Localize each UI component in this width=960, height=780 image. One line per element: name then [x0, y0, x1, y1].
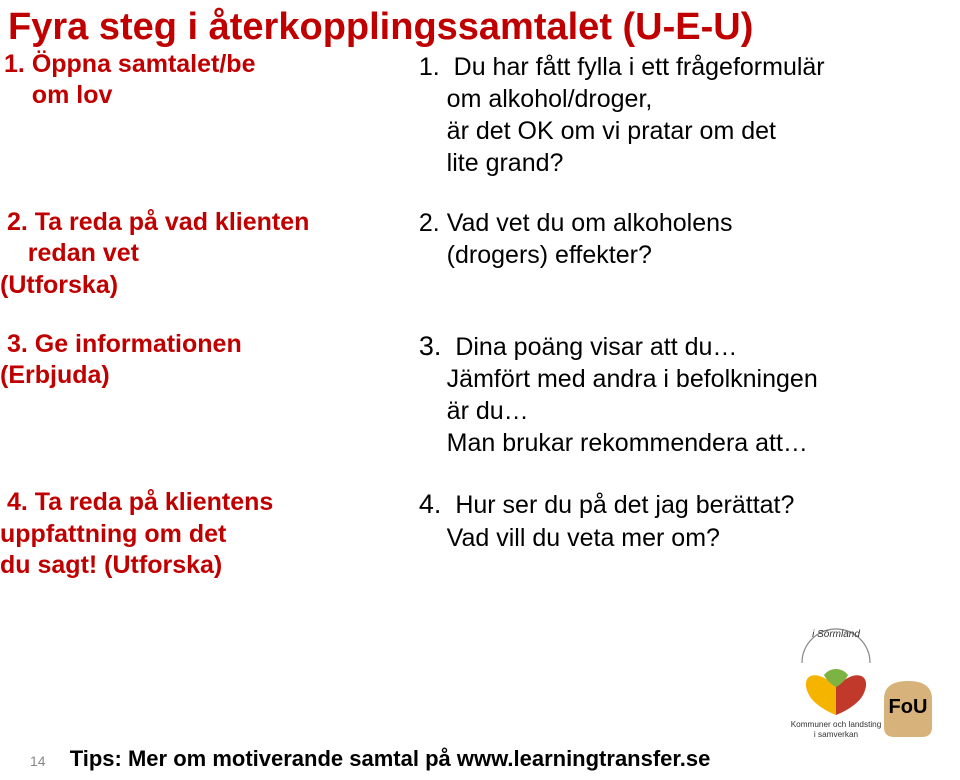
logo-region-text: i Sörmland [812, 629, 860, 640]
step-right-text-3a: Dina poäng visar att du… [455, 333, 737, 361]
step-right-num-2: 2. [419, 209, 440, 237]
step-left-text-3a: Ge informationen [35, 330, 242, 358]
step-left-tail-2: (Utforska) [0, 271, 118, 299]
step-left-text-4c: du sagt! (Utforska) [0, 551, 222, 579]
logo: i Sörmland Kommuner och landsting i samv… [772, 623, 942, 758]
step-left-num-4: 4. [7, 488, 28, 516]
logo-fou-text: FoU [889, 696, 928, 718]
step-right-text-4b: Vad vill du veta mer om? [447, 524, 720, 552]
step-left-text-4b: uppfattning om det [0, 520, 226, 548]
step-right-num-4: 4. [419, 489, 442, 519]
step-left-num-3: 3. [7, 330, 28, 358]
step-left-text-1a: Öppna samtalet/be [32, 50, 256, 78]
page-number: 14 [30, 753, 46, 769]
step-row-4: 4. Ta reda på klientens uppfattning om d… [0, 487, 952, 581]
page-title: Fyra steg i återkopplingssamtalet (U-E-U… [0, 0, 960, 49]
footer-tip: 14 Tips: Mer om motiverande samtal på ww… [30, 746, 710, 772]
step-right-text-2a: Vad vet du om alkoholens [447, 209, 733, 237]
logo-top-text: Kommuner och landsting [791, 720, 882, 729]
step-right-text-4a: Hur ser du på det jag berättat? [455, 491, 794, 519]
step-left-3: 3. Ge informationen (Erbjuda) [0, 329, 419, 460]
step-row-2: 2. Ta reda på vad klienten redan vet (Ut… [0, 207, 952, 301]
footer-tip-text: Tips: Mer om motiverande samtal på www.l… [70, 746, 711, 771]
step-right-3: 3. Dina poäng visar att du… Jämfört med … [419, 329, 952, 460]
step-left-1: 1. Öppna samtalet/be om lov [0, 49, 419, 179]
step-right-2: 2. Vad vet du om alkoholens (drogers) ef… [419, 207, 952, 301]
step-left-text-2b: redan vet [28, 239, 139, 267]
step-right-text-1a: Du har fått fylla i ett frågeformulär [454, 53, 825, 81]
step-right-text-3d: Man brukar rekommendera att… [447, 429, 808, 457]
step-left-2: 2. Ta reda på vad klienten redan vet (Ut… [0, 207, 419, 301]
step-left-text-2a: Ta reda på vad klienten [35, 208, 310, 236]
logo-bottom-text: i samverkan [814, 730, 859, 739]
step-right-num-3: 3. [419, 331, 442, 361]
step-left-num-2: 2. [7, 208, 28, 236]
step-right-1: 1. Du har fått fylla i ett frågeformulär… [419, 49, 952, 179]
step-left-4: 4. Ta reda på klientens uppfattning om d… [0, 487, 419, 581]
step-row-3: 3. Ge informationen (Erbjuda) 3. Dina po… [0, 329, 952, 460]
step-right-text-2b: (drogers) effekter? [447, 241, 652, 269]
step-left-text-1b: om lov [32, 81, 113, 109]
step-right-num-1: 1. [419, 53, 440, 81]
step-row-1: 1. Öppna samtalet/be om lov 1. Du har få… [0, 49, 952, 179]
step-left-tail-3: (Erbjuda) [0, 361, 110, 389]
sormland-logo-icon: i Sörmland Kommuner och landsting i samv… [772, 623, 942, 753]
step-right-text-3c: är du… [447, 397, 529, 425]
step-left-text-4a: Ta reda på klientens [35, 488, 274, 516]
step-right-text-1d: lite grand? [447, 149, 564, 177]
step-left-num-1: 1. [4, 50, 25, 78]
content: 1. Öppna samtalet/be om lov 1. Du har få… [0, 49, 960, 581]
step-right-text-1c: är det OK om vi pratar om det [447, 117, 776, 145]
step-right-4: 4. Hur ser du på det jag berättat? Vad v… [419, 487, 952, 581]
step-right-text-3b: Jämfört med andra i befolkningen [447, 365, 818, 393]
step-right-text-1b: om alkohol/droger, [447, 85, 653, 113]
